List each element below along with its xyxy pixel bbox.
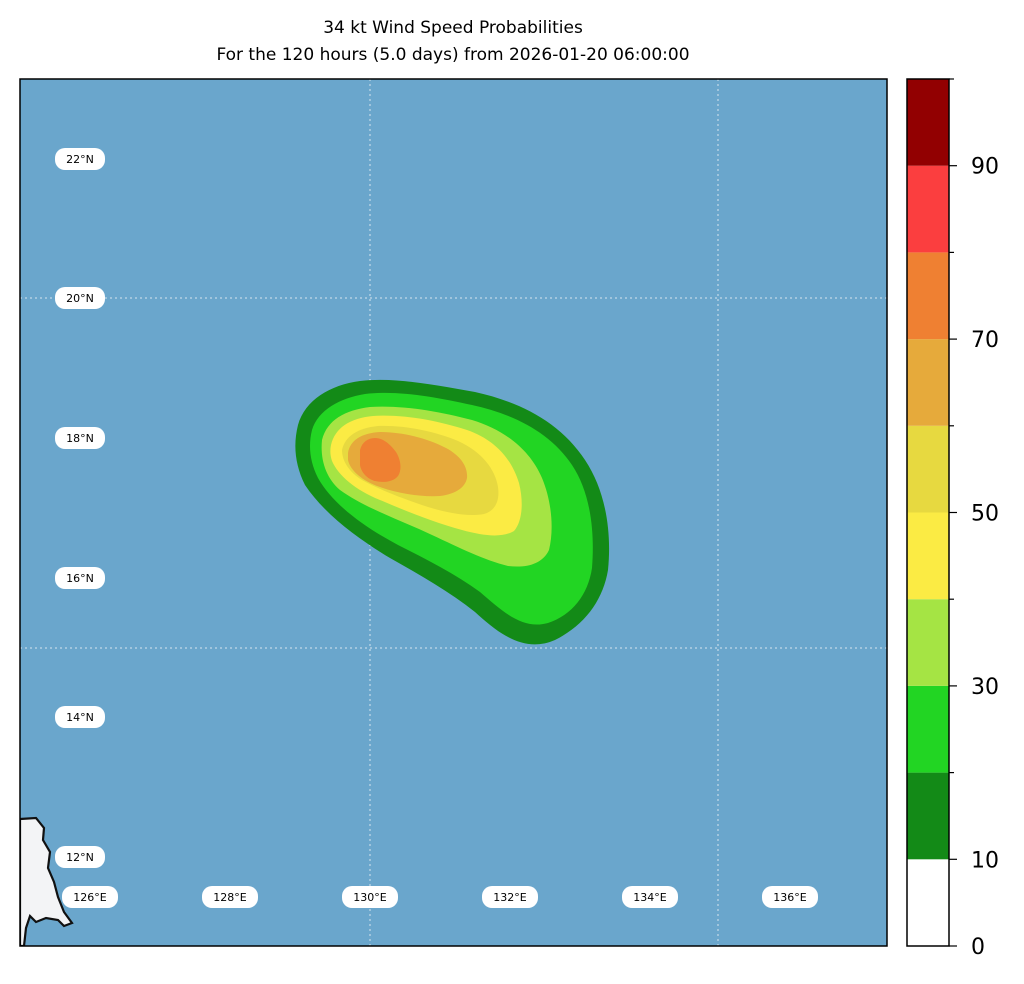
colorbar-segment-10-20 <box>907 772 949 860</box>
chart-title: 34 kt Wind Speed Probabilities <box>323 18 583 38</box>
svg-text:130°E: 130°E <box>353 891 386 904</box>
colorbar-tick-label-50: 50 <box>971 502 999 527</box>
chart-subtitle: For the 120 hours (5.0 days) from 2026-0… <box>216 45 690 65</box>
svg-text:128°E: 128°E <box>213 891 246 904</box>
svg-text:16°N: 16°N <box>66 572 94 585</box>
colorbar-segment-30-40 <box>907 599 949 686</box>
colorbar-segment-80-90 <box>907 165 949 253</box>
colorbar-segment-90-100 <box>907 79 949 166</box>
lat-label-18n: 18°N <box>55 427 105 449</box>
colorbar-tick-label-70: 70 <box>971 328 999 353</box>
colorbar-tick-label-10: 10 <box>971 848 999 873</box>
colorbar-tick-label-90: 90 <box>971 155 999 180</box>
colorbar-ticks <box>949 78 957 947</box>
colorbar-segment-20-30 <box>907 685 949 773</box>
lon-label-134e: 134°E <box>622 886 678 908</box>
lat-label-16n: 16°N <box>55 567 105 589</box>
svg-text:134°E: 134°E <box>633 891 666 904</box>
colorbar-tick-label-0: 0 <box>971 935 985 960</box>
lon-label-128e: 128°E <box>202 886 258 908</box>
colorbar-segment-60-70 <box>907 339 949 426</box>
svg-text:22°N: 22°N <box>66 153 94 166</box>
colorbar-segments <box>907 79 949 946</box>
svg-text:18°N: 18°N <box>66 432 94 445</box>
colorbar-segment-70-80 <box>907 252 949 340</box>
lon-label-136e: 136°E <box>762 886 818 908</box>
colorbar-frame <box>906 78 950 947</box>
lon-label-132e: 132°E <box>482 886 538 908</box>
colorbar-tick-label-30: 30 <box>971 675 999 700</box>
svg-text:20°N: 20°N <box>66 292 94 305</box>
colorbar-segment-0-10 <box>907 859 949 946</box>
svg-text:126°E: 126°E <box>73 891 106 904</box>
lon-label-126e: 126°E <box>62 886 118 908</box>
colorbar-labels: 0 10 30 50 70 90 <box>971 155 999 960</box>
svg-text:12°N: 12°N <box>66 851 94 864</box>
map-frame <box>19 78 888 947</box>
lat-label-12n: 12°N <box>55 846 105 868</box>
lat-label-14n: 14°N <box>55 706 105 728</box>
colorbar-segment-50-60 <box>907 425 949 513</box>
colorbar-segment-40-50 <box>907 512 949 600</box>
svg-text:136°E: 136°E <box>773 891 806 904</box>
prob-band-70-80 <box>360 438 401 482</box>
land-and-probability-layers: 22°N 20°N 18°N 16°N 14°N 12°N 126°E <box>20 79 887 946</box>
land-philippines <box>20 816 74 946</box>
svg-text:14°N: 14°N <box>66 711 94 724</box>
lat-label-22n: 22°N <box>55 148 105 170</box>
svg-text:132°E: 132°E <box>493 891 526 904</box>
lat-label-20n: 20°N <box>55 287 105 309</box>
lon-label-130e: 130°E <box>342 886 398 908</box>
